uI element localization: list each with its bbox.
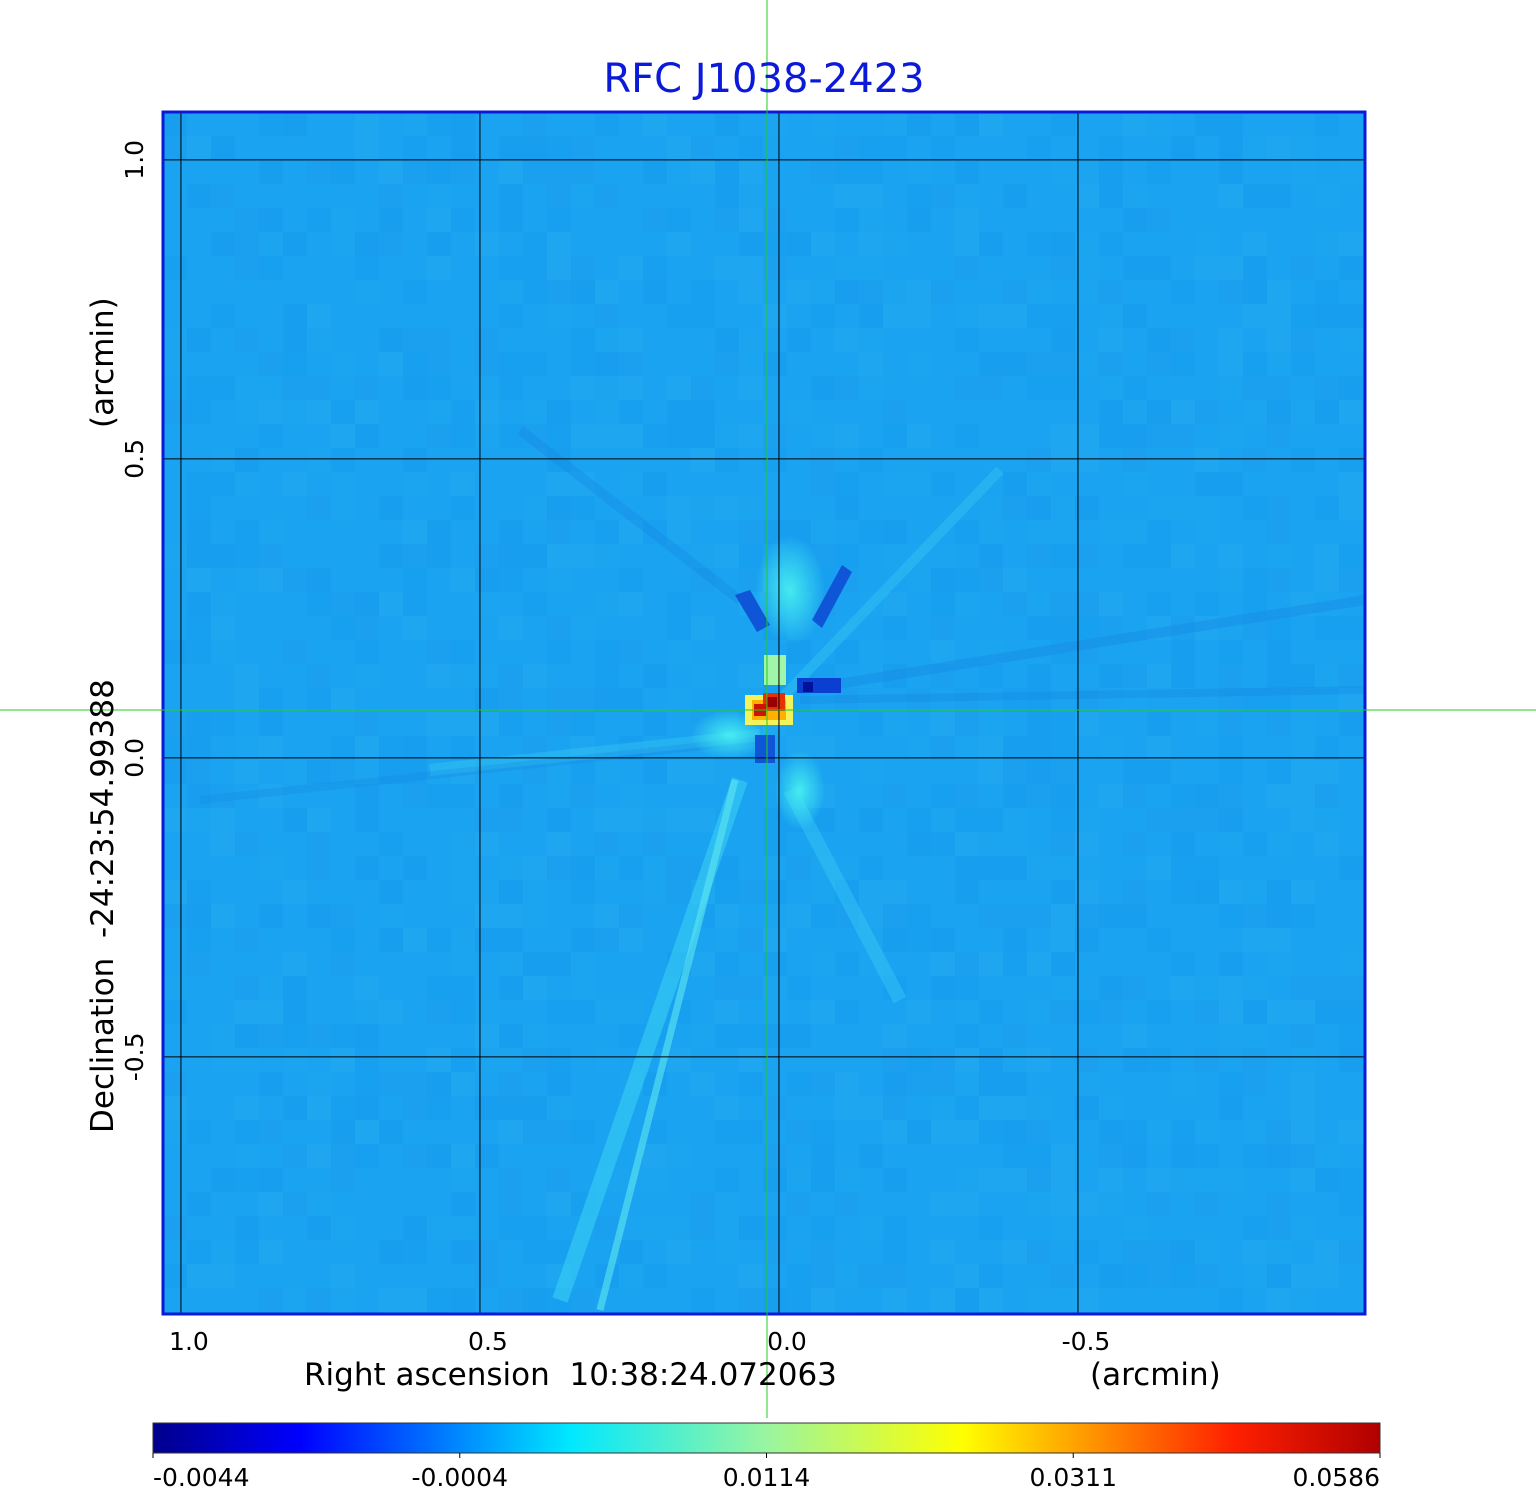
- crosshair: [0, 0, 1536, 1418]
- colorbar-tick-labels: -0.0044 -0.0004 0.0114 0.0311 0.0586: [152, 1453, 1381, 1492]
- x-tick-label: 0.5: [468, 1327, 508, 1356]
- x-axis-label: Right ascension 10:38:24.072063: [304, 1357, 837, 1393]
- y-tick-label: 0.0: [120, 738, 149, 778]
- x-axis-unit: (arcmin): [1090, 1357, 1221, 1393]
- sidelobe-bright-south: [775, 750, 825, 830]
- y-tick-label: 0.5: [120, 439, 149, 479]
- colorbar-tick-label: 0.0311: [1030, 1463, 1117, 1492]
- y-tick-label: 1.0: [120, 140, 149, 180]
- negative-sidelobes: [735, 565, 852, 763]
- colorbar: [152, 1422, 1381, 1454]
- colorbar-tick-label: -0.0044: [153, 1463, 250, 1492]
- chart-title: RFC J1038-2423: [603, 56, 924, 102]
- colorbar-tick-label: 0.0586: [1293, 1463, 1380, 1492]
- y-axis-label: Declination -24:23:54.99388: [85, 679, 121, 1133]
- plot-frame: [161, 110, 1367, 1316]
- x-tick-label: -0.5: [1062, 1327, 1111, 1356]
- y-tick-label: -0.5: [120, 1032, 149, 1081]
- y-axis-unit: (arcmin): [85, 297, 121, 428]
- x-tick-label: 1.0: [169, 1327, 209, 1356]
- colorbar-tick-label: 0.0114: [723, 1463, 810, 1492]
- sidelobe-bright-north: [755, 535, 825, 645]
- colorbar-tick-label: -0.0004: [412, 1463, 509, 1492]
- y-tick-labels: 1.0 0.5 0.0 -0.5: [120, 140, 149, 1081]
- coordinate-grid: [163, 112, 1365, 1314]
- x-tick-label: 0.0: [767, 1327, 807, 1356]
- x-tick-labels: 1.0 0.5 0.0 -0.5: [169, 1327, 1110, 1356]
- noise-texture: [163, 112, 1365, 1314]
